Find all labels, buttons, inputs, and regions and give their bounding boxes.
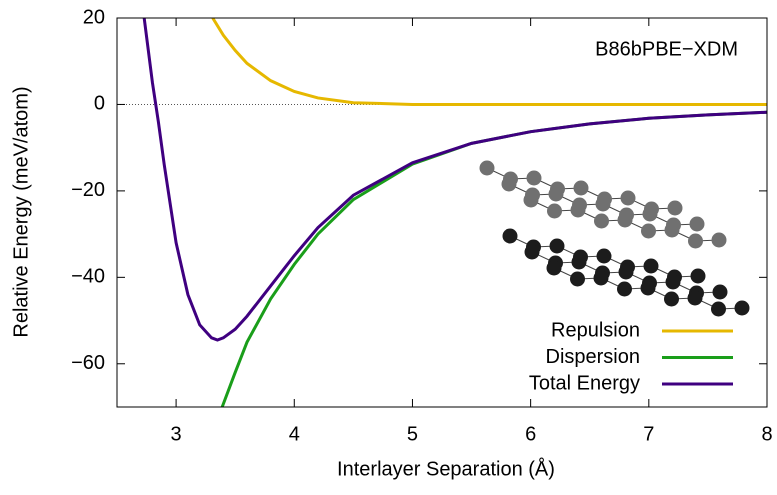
atom: [572, 255, 587, 270]
atom: [641, 224, 656, 239]
annotation: B86bPBE−XDM: [595, 38, 738, 60]
atom: [547, 261, 562, 276]
atom: [735, 301, 750, 316]
atom: [666, 275, 681, 290]
atom: [527, 171, 542, 186]
atom: [502, 177, 517, 192]
atom: [690, 217, 705, 232]
atom: [711, 302, 726, 317]
atom: [664, 292, 679, 307]
atom: [688, 291, 703, 306]
x-tick-label: 8: [761, 423, 772, 445]
atom: [596, 197, 611, 212]
y-tick-label: −40: [71, 266, 105, 288]
y-tick-label: −60: [71, 352, 105, 374]
y-tick-label: 20: [83, 6, 105, 28]
atom: [691, 269, 706, 284]
atom: [621, 191, 636, 206]
series-line: [144, 18, 767, 340]
x-tick-label: 7: [643, 423, 654, 445]
atom: [524, 193, 539, 208]
atom: [688, 234, 703, 249]
atom: [668, 201, 683, 216]
series-line: [222, 112, 767, 407]
atom: [550, 239, 565, 254]
y-tick-label: −20: [71, 179, 105, 201]
x-tick-label: 3: [171, 423, 182, 445]
atom: [525, 245, 540, 260]
atom: [713, 285, 728, 300]
chart: B86bPBE−XDM Interlayer Separation (Å) Re…: [0, 0, 777, 490]
series-line: [213, 18, 767, 104]
atom: [597, 249, 612, 264]
atom: [665, 223, 680, 238]
legend-label: Dispersion: [546, 346, 640, 368]
atom: [571, 203, 586, 218]
x-tick-label: 5: [407, 423, 418, 445]
x-axis-label: Interlayer Separation (Å): [337, 457, 555, 480]
atom: [619, 265, 634, 280]
atom: [594, 214, 609, 229]
graphite-illustration: [480, 161, 750, 317]
atom: [594, 271, 609, 286]
atom: [641, 281, 656, 296]
atom: [570, 272, 585, 287]
x-tick-label: 6: [525, 423, 536, 445]
x-tick-label: 4: [289, 423, 300, 445]
atom: [712, 233, 727, 248]
atom: [617, 282, 632, 297]
atom: [547, 204, 562, 219]
atom: [480, 161, 495, 176]
atom: [574, 181, 589, 196]
y-axis-label: Relative Energy (meV/atom): [10, 86, 32, 337]
atom: [644, 259, 659, 274]
atom: [503, 229, 518, 244]
legend-label: Total Energy: [529, 372, 640, 394]
atom: [549, 187, 564, 202]
atom: [618, 213, 633, 228]
atom: [643, 207, 658, 222]
legend-label: Repulsion: [551, 319, 640, 341]
y-tick-label: 0: [94, 93, 105, 115]
